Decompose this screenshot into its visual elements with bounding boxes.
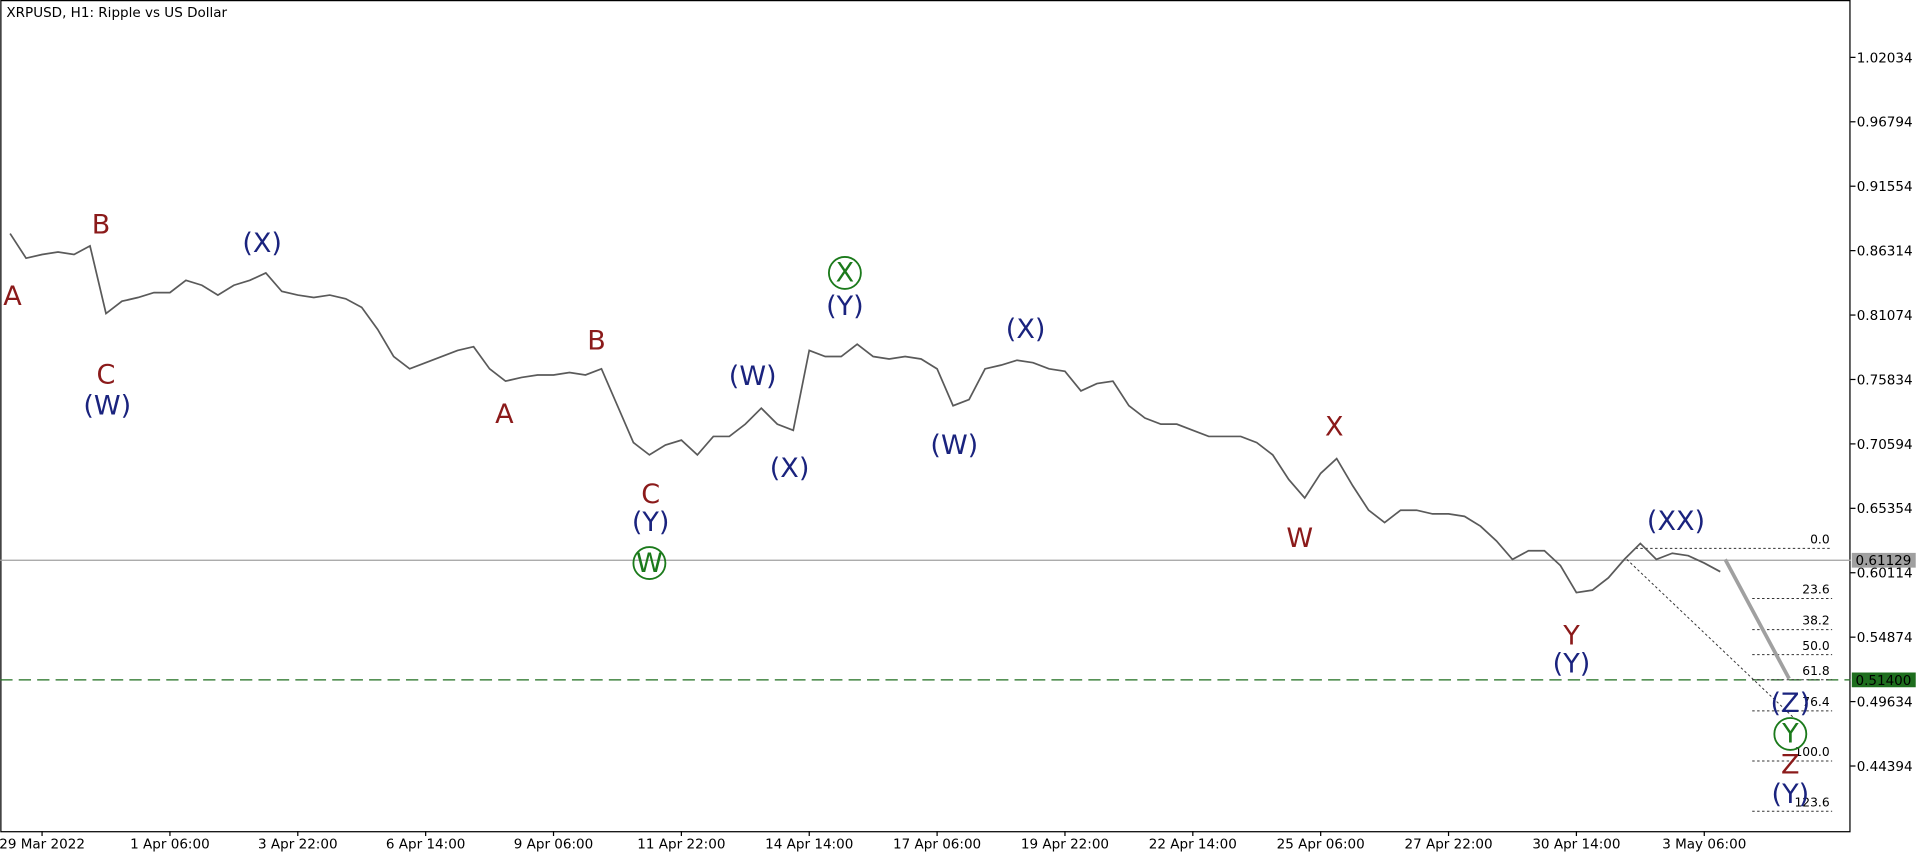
wave-label: (XX) [1647,506,1705,537]
wave-label: X [1325,411,1344,442]
wave-label: A [495,399,514,430]
fib-label: 100.0 [1794,745,1829,759]
y-tick-label: 1.02034 [1857,50,1913,66]
wave-label: Y [1781,719,1799,750]
fib-trend [1626,559,1796,720]
wave-label: (W) [729,361,777,392]
fib-label: 38.2 [1802,614,1829,628]
wave-label: A [3,281,22,312]
x-tick-label: 30 Apr 14:00 [1532,836,1620,852]
fib-label: 50.0 [1802,639,1829,653]
wave-circle [827,256,862,290]
y-tick-label: 0.65354 [1857,501,1913,517]
y-tick-label: 0.96794 [1857,115,1913,131]
wave-label: (Y) [632,507,670,538]
price-label: 0.51400 [1855,673,1911,689]
wave-label: (X) [242,228,282,259]
x-tick-label: 9 Apr 06:00 [514,836,594,852]
wave-label: (Y) [1553,649,1591,680]
wave-label: (X) [770,453,810,484]
price-line-series [9,233,1721,594]
wave-label: (Y) [826,291,864,322]
y-tick-label: 0.91554 [1857,179,1913,195]
wave-label: C [97,360,116,391]
wave-label: W [1286,523,1313,554]
wave-circle [1773,717,1808,751]
x-tick-label: 6 Apr 14:00 [386,836,466,852]
wave-label: (W) [930,430,978,461]
x-tick-label: 1 Apr 06:00 [130,836,210,852]
chart-title: XRPUSD, H1: Ripple vs US Dollar [6,5,227,21]
y-tick-label: 0.70594 [1857,437,1913,453]
y-tick-label: 0.75834 [1857,372,1913,388]
price-label-box [1851,552,1916,568]
x-tick-label: 3 Apr 22:00 [258,836,338,852]
fib-label: 61.8 [1802,664,1829,678]
fib-label: 123.6 [1794,795,1829,809]
wave-label: B [587,325,606,356]
y-tick-label: 0.81074 [1857,308,1913,324]
price-label: 0.61129 [1855,553,1911,569]
y-tick-label: 0.54874 [1857,630,1913,646]
wave-label: (Z) [1771,688,1811,719]
wave-label: Z [1781,749,1800,780]
x-tick-label: 27 Apr 22:00 [1404,836,1492,852]
wave-circle [632,546,667,580]
x-tick-label: 19 Apr 22:00 [1021,836,1109,852]
wave-label: (Y) [1772,779,1810,810]
wave-label: (X) [1006,314,1046,345]
x-tick-label: 17 Apr 06:00 [893,836,981,852]
wave-label: X [836,258,855,289]
x-tick-label: 25 Apr 06:00 [1277,836,1365,852]
fib-label: 76.4 [1802,695,1830,709]
wave-label: Y [1562,620,1580,651]
fib-label: 0.0 [1810,532,1830,546]
wave-label: C [641,479,660,510]
x-tick-label: 14 Apr 14:00 [765,836,853,852]
x-tick-label: 29 Mar 2022 [0,836,85,852]
projection [1723,558,1791,680]
y-tick-label: 0.44394 [1857,759,1913,775]
y-tick-label: 0.49634 [1857,695,1913,711]
x-tick-label: 3 May 06:00 [1662,836,1746,852]
plot-frame [0,0,1851,833]
x-tick-label: 11 Apr 22:00 [637,836,725,852]
x-tick-label: 22 Apr 14:00 [1149,836,1237,852]
y-tick-label: 0.86314 [1857,244,1913,260]
wave-label: W [636,548,663,579]
wave-label: B [92,210,111,241]
y-tick-label: 0.60114 [1857,566,1913,582]
fib-label: 23.6 [1802,583,1830,597]
price-label-box [1851,672,1916,688]
wave-label: (W) [83,390,131,421]
